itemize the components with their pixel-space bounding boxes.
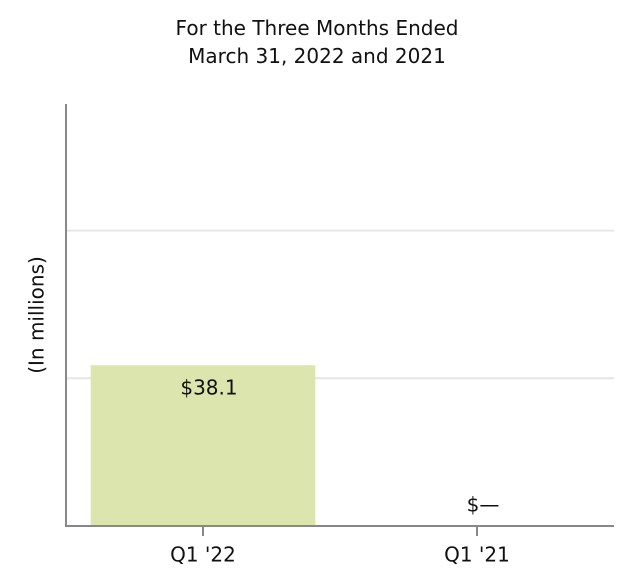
x-tick-label: Q1 '22 (170, 543, 236, 567)
x-tick-label: Q1 '21 (444, 543, 510, 567)
bar (90, 365, 316, 526)
value-label: $— (467, 493, 500, 517)
y-axis-label: (In millions) (25, 256, 49, 374)
value-label: $38.1 (180, 376, 237, 400)
chart-title: For the Three Months Ended March 31, 202… (175, 16, 459, 68)
